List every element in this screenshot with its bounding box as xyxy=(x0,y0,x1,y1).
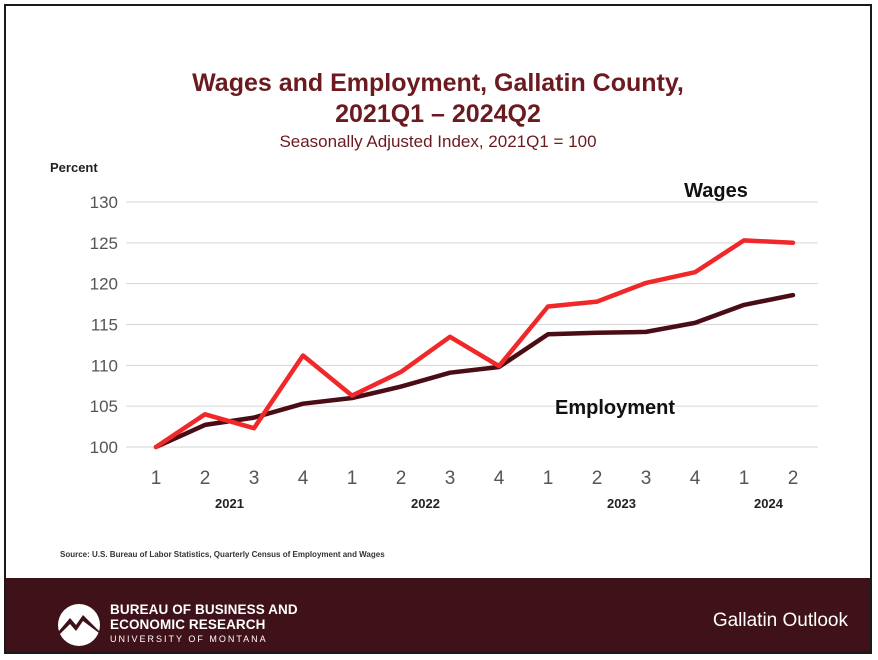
y-axis-label: Percent xyxy=(50,160,98,175)
x-tick-label: 4 xyxy=(690,468,701,489)
year-label: 2022 xyxy=(411,496,440,511)
chart-title-line1: Wages and Employment, Gallatin County, xyxy=(192,69,684,97)
x-tick-label: 3 xyxy=(249,468,260,489)
y-tick-label: 125 xyxy=(90,234,118,253)
outlook-label: Gallatin Outlook xyxy=(712,610,848,631)
x-tick-label: 3 xyxy=(641,468,652,489)
x-tick-label: 1 xyxy=(151,468,162,489)
employment-series-label: Employment xyxy=(555,397,675,419)
year-label: 2024 xyxy=(754,496,784,511)
x-tick-label: 2 xyxy=(200,468,211,489)
x-tick-label: 2 xyxy=(788,468,799,489)
organization-name: BUREAU OF BUSINESS AND ECONOMIC RESEARCH… xyxy=(110,602,298,646)
x-tick-label: 2 xyxy=(592,468,603,489)
x-tick-label: 1 xyxy=(347,468,358,489)
line-chart: 100 105 110 115 120 125 130 Percent 1 2 3 4 1 2 3 4 1 2 3 4… xyxy=(50,160,818,511)
chart-title: Wages and Employment, Gallatin County, 2… xyxy=(6,68,870,130)
wages-series-label: Wages xyxy=(684,180,748,202)
x-tick-label: 3 xyxy=(445,468,456,489)
x-tick-label: 1 xyxy=(543,468,554,489)
y-tick-label: 110 xyxy=(91,356,118,375)
y-tick-label: 120 xyxy=(90,275,118,294)
y-tick-label: 100 xyxy=(90,438,118,457)
chart-title-line2: 2021Q1 – 2024Q2 xyxy=(335,100,541,128)
x-tick-label: 1 xyxy=(739,468,750,489)
mountain-logo-icon xyxy=(58,604,100,646)
x-tick-label: 4 xyxy=(494,468,505,489)
year-label: 2021 xyxy=(215,496,244,511)
x-tick-label: 4 xyxy=(298,468,309,489)
org-line2: ECONOMIC RESEARCH xyxy=(110,617,266,632)
year-label: 2023 xyxy=(607,496,636,511)
chart-subtitle: Seasonally Adjusted Index, 2021Q1 = 100 xyxy=(279,132,597,151)
wages-series-line xyxy=(153,238,796,450)
y-tick-label: 105 xyxy=(90,397,118,416)
employment-series-line xyxy=(153,292,796,450)
y-tick-label: 130 xyxy=(90,193,118,212)
org-line3: UNIVERSITY OF MONTANA xyxy=(110,634,268,644)
org-line1: BUREAU OF BUSINESS AND xyxy=(110,602,298,617)
y-tick-label: 115 xyxy=(91,316,118,335)
source-note: Source: U.S. Bureau of Labor Statistics,… xyxy=(60,550,385,559)
slide: Wages and Employment, Gallatin County, 2… xyxy=(4,4,872,654)
x-tick-label: 2 xyxy=(396,468,407,489)
footer-bar: BUREAU OF BUSINESS AND ECONOMIC RESEARCH… xyxy=(6,578,870,652)
